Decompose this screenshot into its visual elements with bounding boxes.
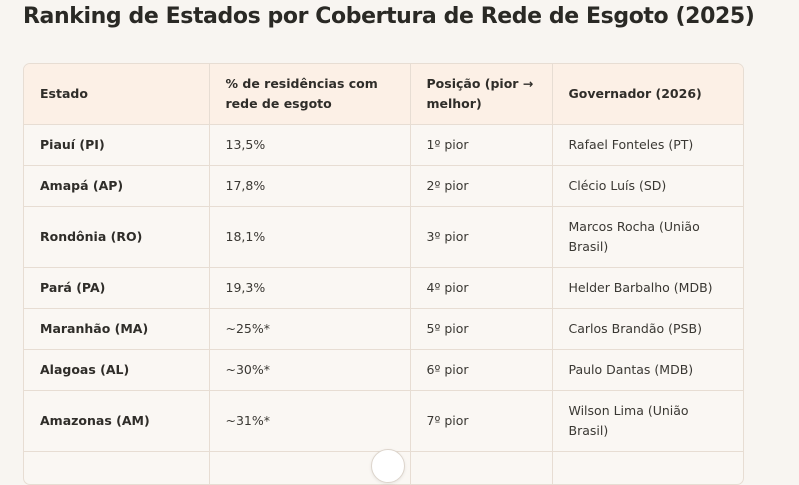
cell-empty (410, 452, 552, 485)
cell-estado: Rondônia (RO) (24, 207, 209, 268)
header-governador: Governador (2026) (552, 64, 744, 125)
table-row: Rondônia (RO) 18,1% 3º pior Marcos Rocha… (24, 207, 744, 268)
cell-posicao: 4º pior (410, 268, 552, 309)
cell-empty (24, 452, 209, 485)
table-row: Amapá (AP) 17,8% 2º pior Clécio Luís (SD… (24, 166, 744, 207)
cell-governador: Clécio Luís (SD) (552, 166, 744, 207)
cell-posicao: 3º pior (410, 207, 552, 268)
cell-estado: Alagoas (AL) (24, 350, 209, 391)
cell-governador: Marcos Rocha (União Brasil) (552, 207, 744, 268)
table-row: Alagoas (AL) ~30%* 6º pior Paulo Dantas … (24, 350, 744, 391)
cell-percentual: ~25%* (209, 309, 410, 350)
scroll-down-button[interactable] (371, 449, 405, 483)
cell-posicao: 2º pior (410, 166, 552, 207)
cell-posicao: 6º pior (410, 350, 552, 391)
header-posicao: Posição (pior → melhor) (410, 64, 552, 125)
cell-posicao: 1º pior (410, 125, 552, 166)
ranking-table-container[interactable]: Estado % de residências com rede de esgo… (23, 63, 744, 485)
cell-percentual: ~31%* (209, 391, 410, 452)
header-percentual: % de residências com rede de esgoto (209, 64, 410, 125)
table-row: Amazonas (AM) ~31%* 7º pior Wilson Lima … (24, 391, 744, 452)
cell-estado: Maranhão (MA) (24, 309, 209, 350)
cell-percentual: 13,5% (209, 125, 410, 166)
cell-estado: Pará (PA) (24, 268, 209, 309)
cell-percentual: ~30%* (209, 350, 410, 391)
cell-governador: Carlos Brandão (PSB) (552, 309, 744, 350)
cell-governador: Wilson Lima (União Brasil) (552, 391, 744, 452)
cell-estado: Piauí (PI) (24, 125, 209, 166)
ranking-table: Estado % de residências com rede de esgo… (24, 64, 744, 485)
table-header-row: Estado % de residências com rede de esgo… (24, 64, 744, 125)
cell-posicao: 5º pior (410, 309, 552, 350)
cell-percentual: 19,3% (209, 268, 410, 309)
table-row: Maranhão (MA) ~25%* 5º pior Carlos Brand… (24, 309, 744, 350)
cell-estado: Amazonas (AM) (24, 391, 209, 452)
page-title: Ranking de Estados por Cobertura de Rede… (23, 4, 754, 29)
table-row: Pará (PA) 19,3% 4º pior Helder Barbalho … (24, 268, 744, 309)
cell-governador: Helder Barbalho (MDB) (552, 268, 744, 309)
header-estado: Estado (24, 64, 209, 125)
cell-governador: Rafael Fonteles (PT) (552, 125, 744, 166)
cell-posicao: 7º pior (410, 391, 552, 452)
cell-estado: Amapá (AP) (24, 166, 209, 207)
cell-governador: Paulo Dantas (MDB) (552, 350, 744, 391)
cell-empty (552, 452, 744, 485)
cell-percentual: 17,8% (209, 166, 410, 207)
table-row: Piauí (PI) 13,5% 1º pior Rafael Fonteles… (24, 125, 744, 166)
cell-percentual: 18,1% (209, 207, 410, 268)
